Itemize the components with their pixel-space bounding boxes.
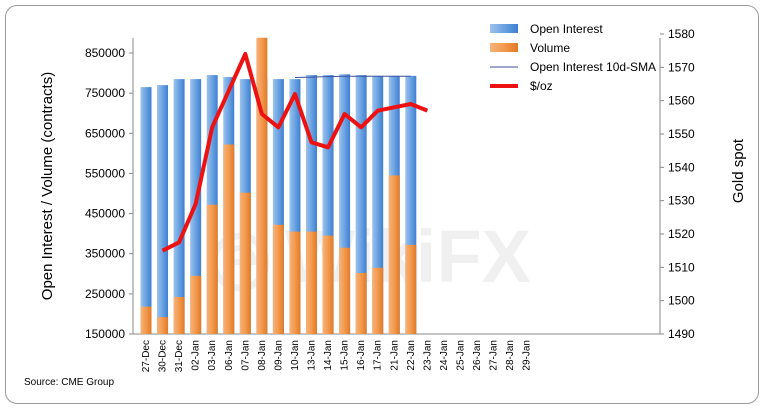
y-right-tick-label: 1540: [668, 160, 695, 174]
x-tick-label: 29-Jan: [522, 340, 533, 371]
volume-bar: [322, 235, 334, 334]
open-interest-bar: [206, 75, 218, 334]
volume-bar: [405, 244, 417, 334]
y-right-tick-label: 1580: [668, 27, 695, 41]
y-left-tick-label: 550000: [85, 166, 125, 180]
volume-bar: [190, 275, 202, 334]
legend-label-volume: Volume: [530, 41, 570, 55]
x-tick-label: 06-Jan: [224, 340, 235, 371]
legend-swatch-open-interest: [490, 24, 518, 33]
volume-bar: [206, 204, 218, 334]
volume-bar: [223, 144, 235, 334]
y-left-tick-label: 150000: [85, 327, 125, 341]
x-tick-label: 14-Jan: [323, 340, 334, 371]
volume-bar: [173, 297, 185, 334]
open-interest-bar: [157, 85, 169, 334]
legend: Open Interest Volume Open Interest 10d-S…: [490, 22, 656, 93]
x-tick-label: 03-Jan: [207, 340, 218, 371]
volume-bar: [355, 272, 367, 334]
volume-bar: [388, 175, 400, 334]
open-interest-bar: [405, 75, 417, 334]
x-tick-label: 31-Dec: [174, 340, 185, 372]
volume-bar: [306, 231, 317, 334]
x-tick-label: 26-Jan: [472, 340, 483, 371]
volume-bar: [157, 317, 169, 334]
x-tick-label: 08-Jan: [257, 340, 268, 371]
x-tick-label: 02-Jan: [191, 340, 202, 371]
x-tick-label: 09-Jan: [273, 340, 284, 371]
volume-bar: [256, 37, 268, 334]
y-left-tick-label: 250000: [85, 287, 125, 301]
source-note: Source: CME Group: [24, 377, 114, 388]
x-tick-label: 27-Dec: [141, 340, 152, 372]
x-tick-label: 21-Jan: [389, 340, 400, 371]
open-interest-bar: [272, 79, 284, 334]
legend-label-open-interest: Open Interest: [530, 22, 603, 36]
open-interest-sma-line: [294, 75, 411, 78]
volume-bar: [272, 224, 284, 334]
right-axis-ticks: 1490 1500 1510 1520 1530 1540 1550 1560 1570 1580: [660, 27, 695, 341]
x-tick-label: 16-Jan: [356, 340, 367, 371]
y-right-tick-label: 1550: [668, 127, 695, 141]
y-right-tick-label: 1570: [668, 60, 695, 74]
y-right-tick-label: 1490: [668, 327, 695, 341]
y-left-tick-label: 750000: [85, 86, 125, 100]
open-interest-sma-series: [294, 75, 411, 78]
x-tick-label: 10-Jan: [290, 340, 301, 371]
x-tick-label: 17-Jan: [373, 340, 384, 371]
gold-price-line: [161, 52, 429, 253]
x-tick-label: 13-Jan: [307, 340, 318, 371]
volume-bar: [289, 231, 301, 334]
open-interest-bar: [322, 75, 334, 334]
open-interest-bar: [355, 75, 367, 334]
legend-swatch-volume: [490, 43, 518, 52]
x-tick-label: 25-Jan: [455, 340, 466, 371]
y-left-tick-label: 450000: [85, 207, 125, 221]
volume-bar: [372, 267, 384, 334]
x-tick-label: 23-Jan: [422, 340, 433, 371]
y-left-tick-label: 350000: [85, 247, 125, 261]
open-interest-bar: [173, 79, 185, 334]
x-tick-label: 30-Dec: [158, 340, 169, 372]
y-left-tick-label: 650000: [85, 126, 125, 140]
y-right-tick-label: 1500: [668, 294, 695, 308]
y-right-tick-label: 1510: [668, 260, 695, 274]
x-axis-ticks: 27-Dec 30-Dec 31-Dec 02-Jan 03-Jan 06-Jan 07-J…: [141, 340, 533, 372]
volume-bars: [140, 37, 417, 334]
open-interest-bar: [372, 75, 384, 334]
volume-bar: [239, 192, 251, 334]
x-tick-label: 24-Jan: [439, 340, 450, 371]
volume-bar: [339, 247, 351, 334]
y-right-axis-title: Gold spot: [730, 138, 747, 203]
x-tick-label: 28-Jan: [505, 340, 516, 371]
x-tick-label: 27-Jan: [489, 340, 500, 371]
gold-price-series: [161, 52, 429, 253]
legend-label-sma: Open Interest 10d-SMA: [530, 60, 656, 74]
x-tick-label: 07-Jan: [240, 340, 251, 371]
y-right-tick-label: 1530: [668, 194, 695, 208]
x-tick-label: 15-Jan: [340, 340, 351, 371]
left-axis-ticks: 150000 250000 350000 450000 550000 650000 7500…: [85, 46, 133, 341]
open-interest-bar: [306, 75, 317, 334]
volume-bar: [140, 306, 152, 334]
y-left-tick-label: 850000: [85, 46, 125, 60]
open-interest-bar: [339, 74, 351, 335]
legend-label-price: $/oz: [530, 79, 553, 93]
y-right-tick-label: 1520: [668, 227, 695, 241]
y-left-axis-title: Open Interest / Volume (contracts): [39, 72, 56, 300]
y-right-tick-label: 1560: [668, 94, 695, 108]
open-interest-bar: [140, 87, 152, 334]
x-tick-label: 22-Jan: [406, 340, 417, 371]
open-interest-bar: [289, 79, 301, 334]
